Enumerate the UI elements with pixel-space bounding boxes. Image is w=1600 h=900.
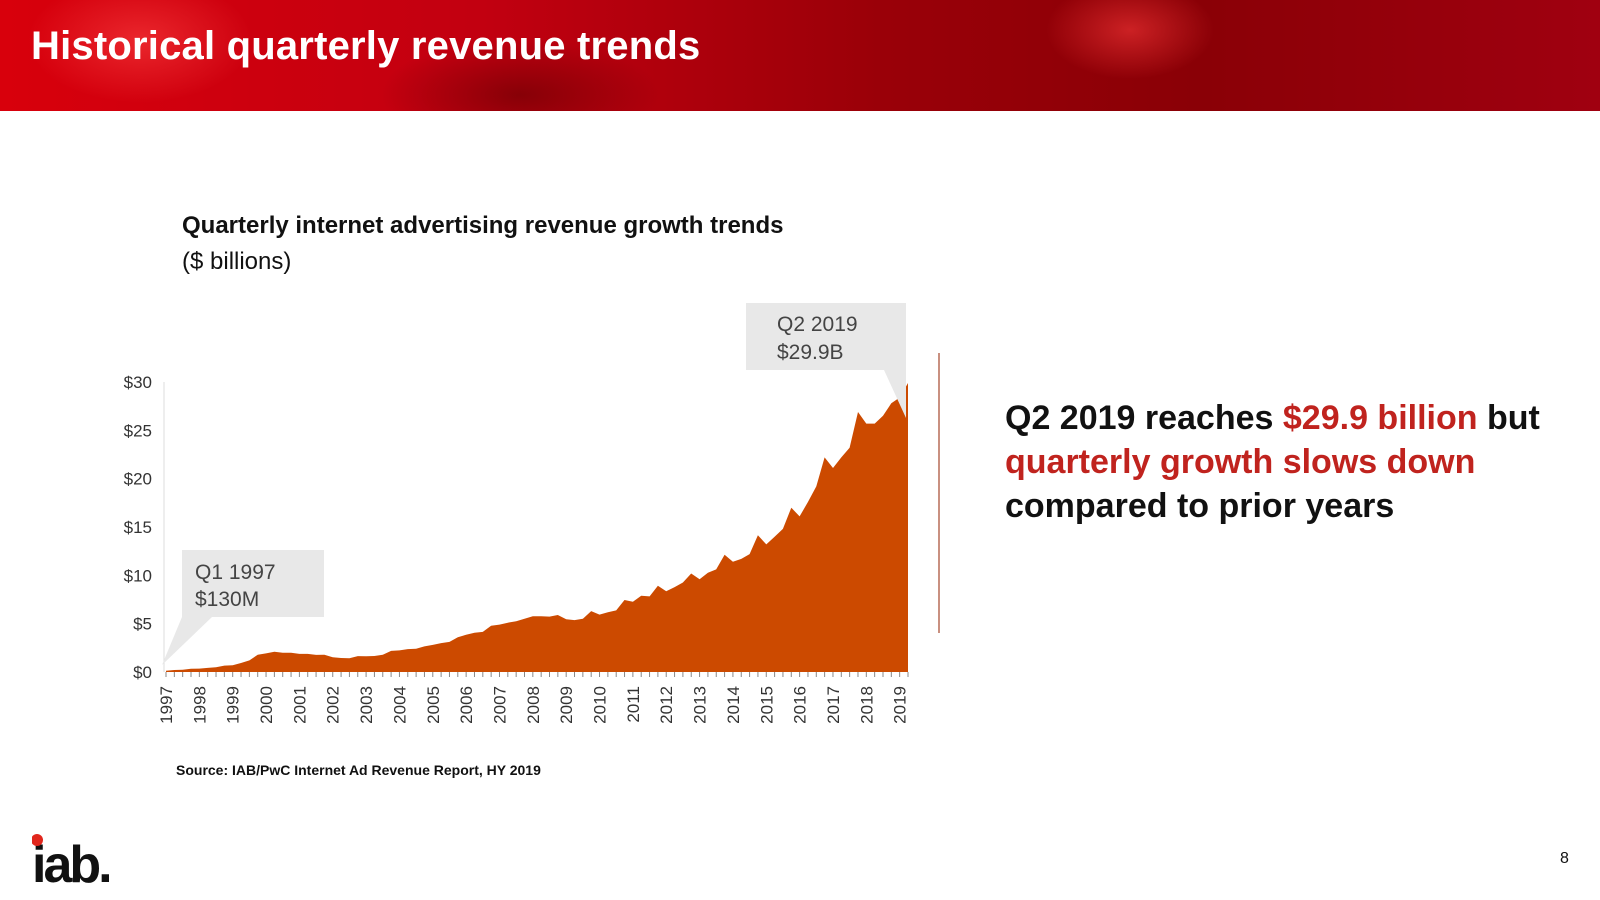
x-tick-label: 1997 xyxy=(157,686,176,724)
x-tick-label: 2006 xyxy=(457,686,476,724)
x-tick-label: 2008 xyxy=(524,686,543,724)
x-tick-label: 2003 xyxy=(357,686,376,724)
x-tick-label: 2013 xyxy=(691,686,710,724)
y-tick-label: $0 xyxy=(133,663,152,682)
y-tick-label: $15 xyxy=(124,518,152,537)
x-tick-label: 1999 xyxy=(224,686,243,724)
iab-logo-dot-red xyxy=(32,834,43,846)
x-tick-label: 2001 xyxy=(290,686,309,724)
x-tick-label: 2015 xyxy=(757,686,776,724)
x-tick-label: 2010 xyxy=(591,686,610,724)
area-series-revenue xyxy=(166,383,908,672)
x-tick-label: 2009 xyxy=(557,686,576,724)
x-tick-label: 2016 xyxy=(791,686,810,724)
vertical-divider xyxy=(938,353,940,633)
iab-logo-text: iab. xyxy=(32,836,110,888)
callout-q1-1997: Q1 1997 $130M xyxy=(162,550,324,665)
chart-title: Quarterly internet advertising revenue g… xyxy=(182,212,784,239)
takeaway-part-2: but xyxy=(1477,399,1540,437)
x-tick-label: 2004 xyxy=(390,686,409,724)
takeaway-highlight-2: quarterly growth slows down xyxy=(1005,443,1476,481)
callout-q2-2019: Q2 2019 $29.9B xyxy=(746,303,906,418)
y-tick-label: $5 xyxy=(133,615,152,634)
page-number: 8 xyxy=(1560,850,1569,867)
y-tick-label: $20 xyxy=(124,470,152,489)
y-axis-labels: $0 $5 $10 $15 $20 $25 $30 xyxy=(124,373,152,682)
x-tick-label: 2002 xyxy=(324,686,343,724)
takeaway-part-1: Q2 2019 reaches xyxy=(1005,399,1283,437)
x-tick-label: 2012 xyxy=(657,686,676,724)
x-tick-label: 2018 xyxy=(857,686,876,724)
key-takeaway: Q2 2019 reaches $29.9 billion but quarte… xyxy=(1005,396,1565,528)
callout-q2-2019-value: $29.9B xyxy=(777,341,844,364)
x-tick-label: 2019 xyxy=(891,686,910,724)
y-tick-label: $30 xyxy=(124,373,152,392)
callout-q1-1997-label: Q1 1997 xyxy=(195,561,276,584)
y-tick-label: $10 xyxy=(124,566,152,585)
x-tick-label: 1998 xyxy=(190,686,209,724)
callout-q1-1997-value: $130M xyxy=(195,588,259,611)
slide-title: Historical quarterly revenue trends xyxy=(31,24,701,68)
callout-q2-2019-label: Q2 2019 xyxy=(777,313,858,336)
x-axis-ticks xyxy=(165,672,909,677)
y-tick-label: $25 xyxy=(124,421,152,440)
source-note: Source: IAB/PwC Internet Ad Revenue Repo… xyxy=(176,762,541,778)
takeaway-highlight-1: $29.9 billion xyxy=(1282,399,1478,437)
x-tick-label: 2011 xyxy=(624,686,643,723)
callout-q2-2019-box xyxy=(746,303,906,418)
x-tick-label: 2017 xyxy=(824,686,843,724)
header-banner: Historical quarterly revenue trends xyxy=(0,0,1600,111)
x-tick-label: 2000 xyxy=(257,686,276,724)
x-tick-label: 2014 xyxy=(724,686,743,724)
iab-logo: iab. xyxy=(32,834,113,888)
takeaway-part-3: compared to prior years xyxy=(1005,487,1395,525)
x-tick-label: 2005 xyxy=(424,686,443,724)
chart-subtitle: ($ billions) xyxy=(182,248,292,275)
x-tick-label: 2007 xyxy=(490,686,509,724)
x-axis-labels: 1997 1998 1999 2000 2001 2002 2003 2004 2005 2006… xyxy=(157,686,910,724)
callout-q1-1997-box xyxy=(162,550,324,665)
